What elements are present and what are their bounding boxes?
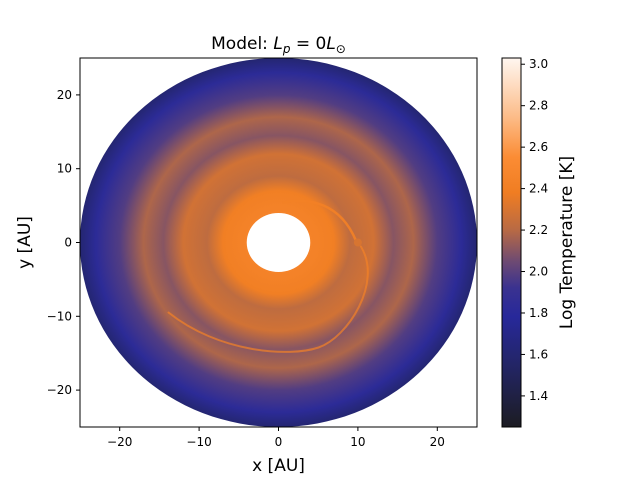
x-tick-label: 10 — [350, 435, 365, 449]
title-unit-subscript: ⊙ — [336, 42, 346, 56]
y-tick-label: 20 — [57, 88, 72, 102]
x-tick-label: −20 — [107, 435, 132, 449]
y-axis-ticks: −20 −10 0 10 20 — [47, 88, 80, 397]
chart-title: Model: Lp = 0L⊙ — [211, 34, 346, 56]
colorbar — [501, 57, 522, 428]
spiral-arm-inner — [167, 245, 369, 353]
colorbar-tick-label: 1.6 — [529, 347, 548, 361]
y-tick-label: −10 — [47, 309, 72, 323]
colorbar-tick-label: 2.6 — [529, 140, 548, 154]
title-rest: = 0 — [290, 34, 326, 54]
x-tick-label: −10 — [186, 435, 211, 449]
title-subscript: p — [282, 42, 291, 56]
y-tick-label: 0 — [64, 236, 72, 250]
colorbar-ticks: 1.4 1.6 1.8 2.0 2.2 2.4 2.6 2.8 3.0 — [521, 57, 548, 403]
colorbar-tick-label: 1.4 — [529, 389, 548, 403]
colorbar-tick-label: 1.8 — [529, 306, 548, 320]
x-tick-label: 20 — [430, 435, 445, 449]
colorbar-label: Log Temperature [K] — [557, 156, 577, 329]
title-symbol: L — [273, 34, 282, 54]
plot-area — [80, 58, 477, 427]
title-unit-symbol: L — [326, 34, 335, 54]
x-axis-label: x [AU] — [252, 456, 305, 476]
y-tick-label: 10 — [57, 162, 72, 176]
y-tick-label: −20 — [47, 383, 72, 397]
colorbar-tick-label: 3.0 — [529, 57, 548, 71]
x-tick-label: 0 — [275, 435, 283, 449]
colorbar-tick-label: 2.4 — [529, 182, 548, 196]
colorbar-tick-label: 2.2 — [529, 223, 548, 237]
planet-marker — [353, 238, 362, 247]
y-axis-label: y [AU] — [15, 216, 35, 269]
colorbar-tick-label: 2.0 — [529, 265, 548, 279]
x-axis-ticks: −20 −10 0 10 20 — [107, 427, 445, 449]
spiral-arm-outer — [282, 199, 358, 242]
colorbar-tick-label: 2.8 — [529, 99, 548, 113]
title-prefix: Model: — [211, 34, 273, 54]
inner-cavity — [246, 212, 311, 273]
